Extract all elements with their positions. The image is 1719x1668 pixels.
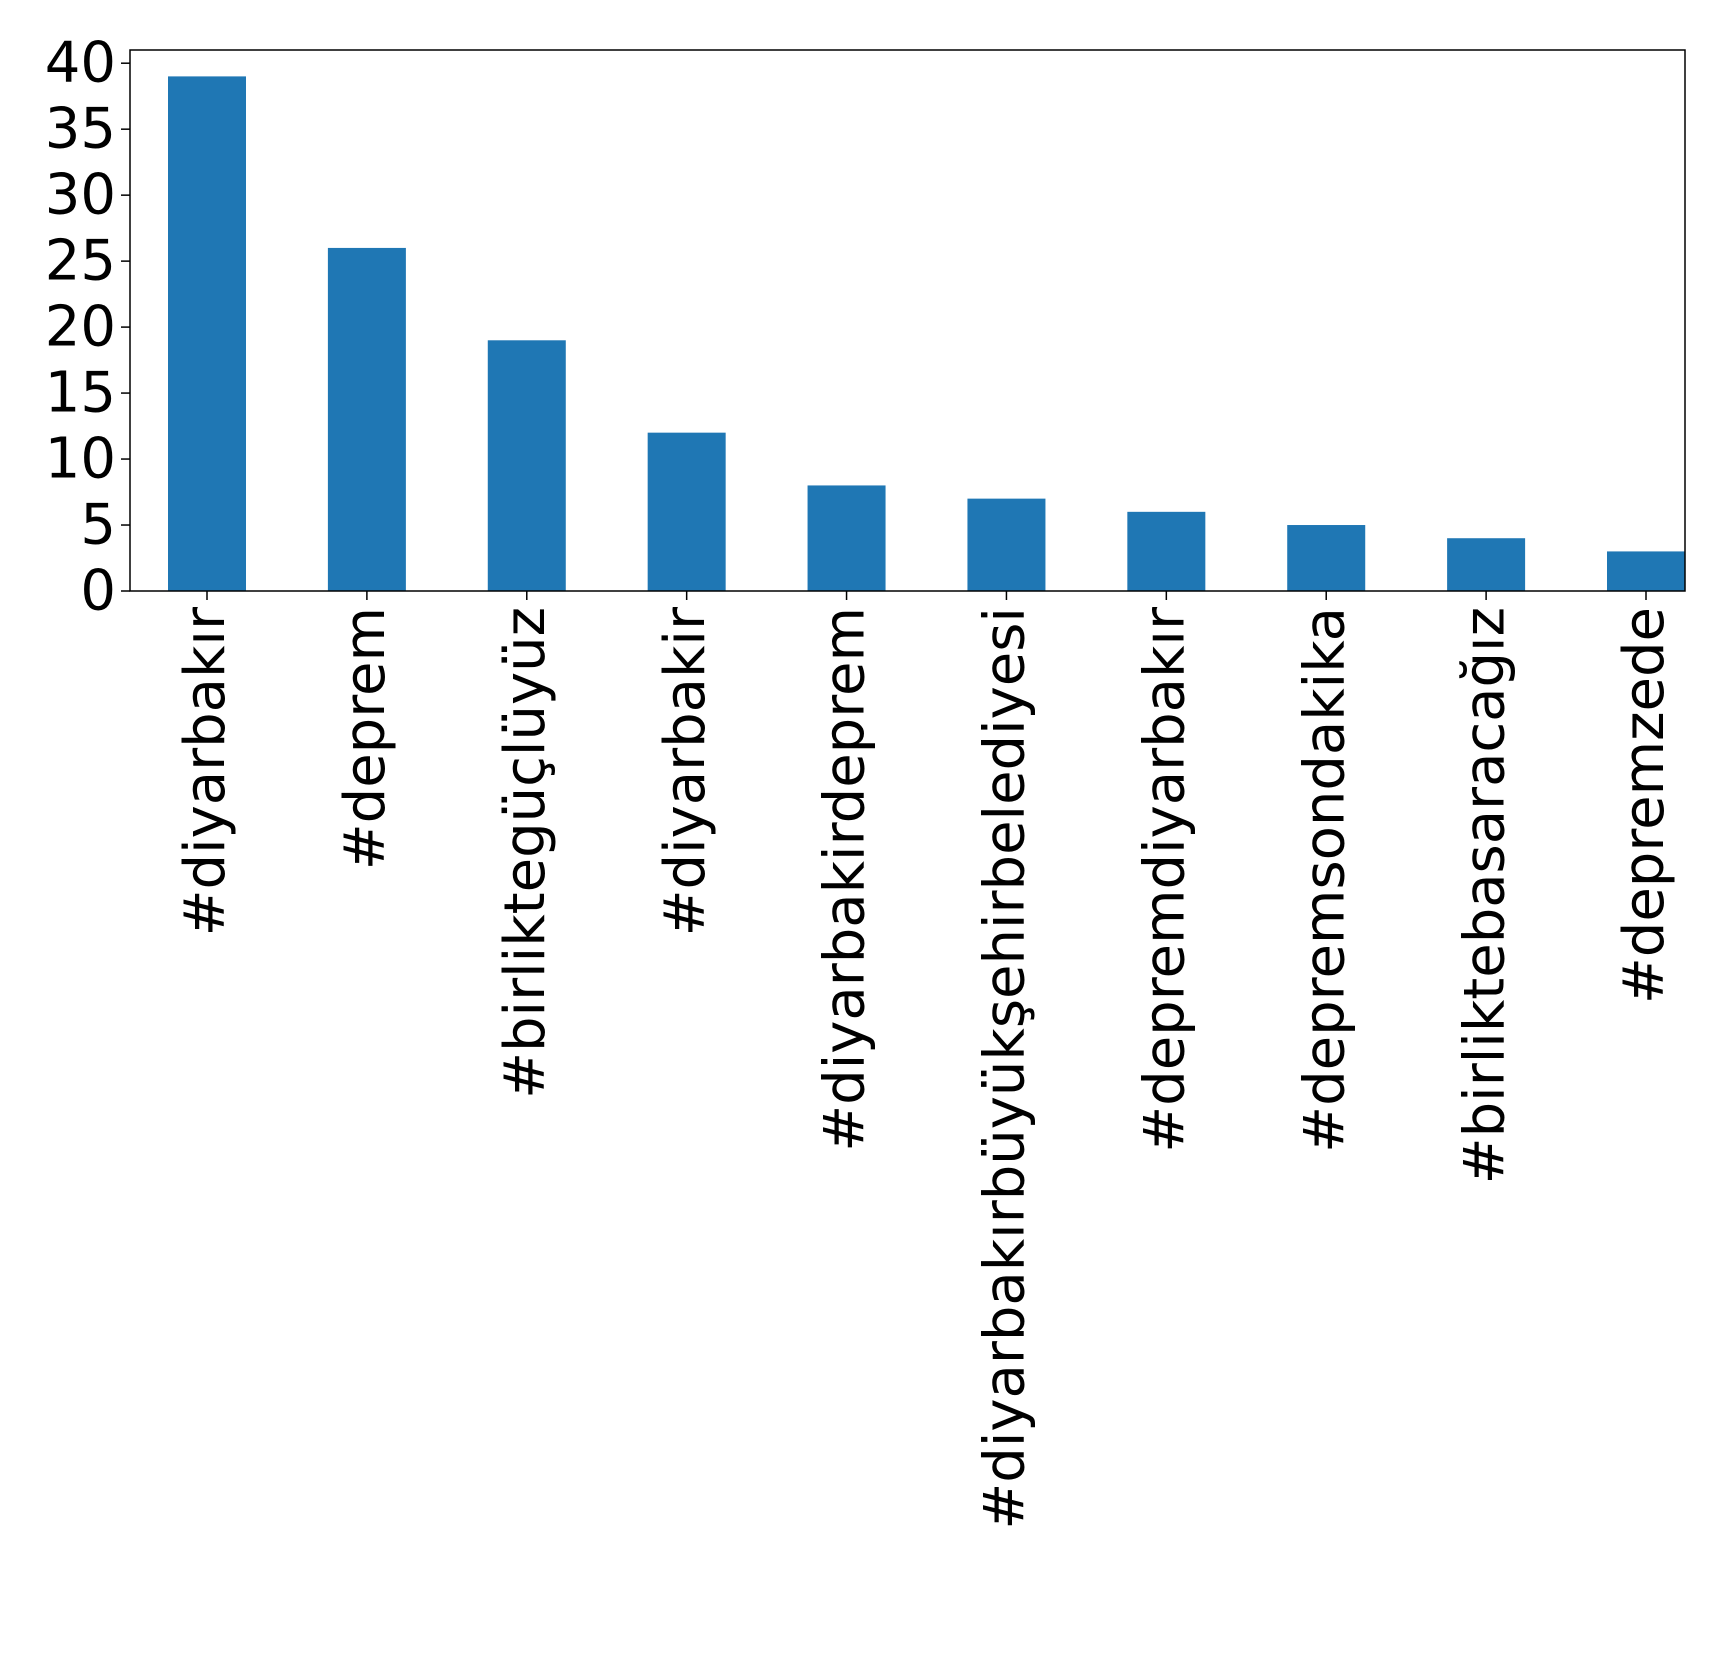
bar-1	[168, 76, 246, 591]
y-tick-label: 0	[80, 559, 116, 624]
bar-4	[647, 432, 726, 591]
x-axis: #diyarbakır #deprem #birliktegüçlüyüz #diya…	[173, 591, 1677, 1530]
x-tick-label: #diyarbakir	[653, 606, 718, 936]
y-tick-label: 10	[45, 427, 116, 492]
x-tick-label: #depremsondakika	[1292, 607, 1357, 1153]
bar-7	[1127, 511, 1206, 591]
y-tick-label: 15	[45, 361, 116, 426]
bars-group	[168, 76, 1685, 592]
y-tick-label: 40	[45, 31, 116, 96]
bar-3	[487, 340, 566, 591]
bar-8	[1287, 525, 1366, 591]
x-tick-label: #diyarbakır	[173, 606, 238, 936]
x-tick-label: #depremdiyarbakır	[1132, 606, 1197, 1153]
bar-9	[1447, 538, 1526, 591]
y-tick-label: 25	[45, 229, 116, 294]
y-tick-label: 35	[45, 97, 116, 162]
bar-5	[807, 485, 886, 591]
x-tick-label: #birliktegüçlüyüz	[493, 607, 558, 1099]
axes-frame	[129, 49, 1686, 592]
x-tick-label: #depremzede	[1612, 607, 1677, 1004]
bar-10	[1607, 551, 1685, 591]
y-tick-label: 30	[45, 163, 116, 228]
bar-6	[967, 498, 1046, 591]
bar-2	[327, 247, 406, 592]
x-tick-label: #birliktebasaracağız	[1452, 607, 1517, 1184]
x-tick-label: #deprem	[333, 607, 398, 870]
x-tick-label: #diyarbakırbüyükşehirbelediyesi	[973, 607, 1038, 1530]
y-tick-label: 20	[45, 295, 116, 360]
x-tick-label: #diyarbakirdeprem	[813, 607, 878, 1152]
y-tick-label: 5	[80, 493, 116, 558]
